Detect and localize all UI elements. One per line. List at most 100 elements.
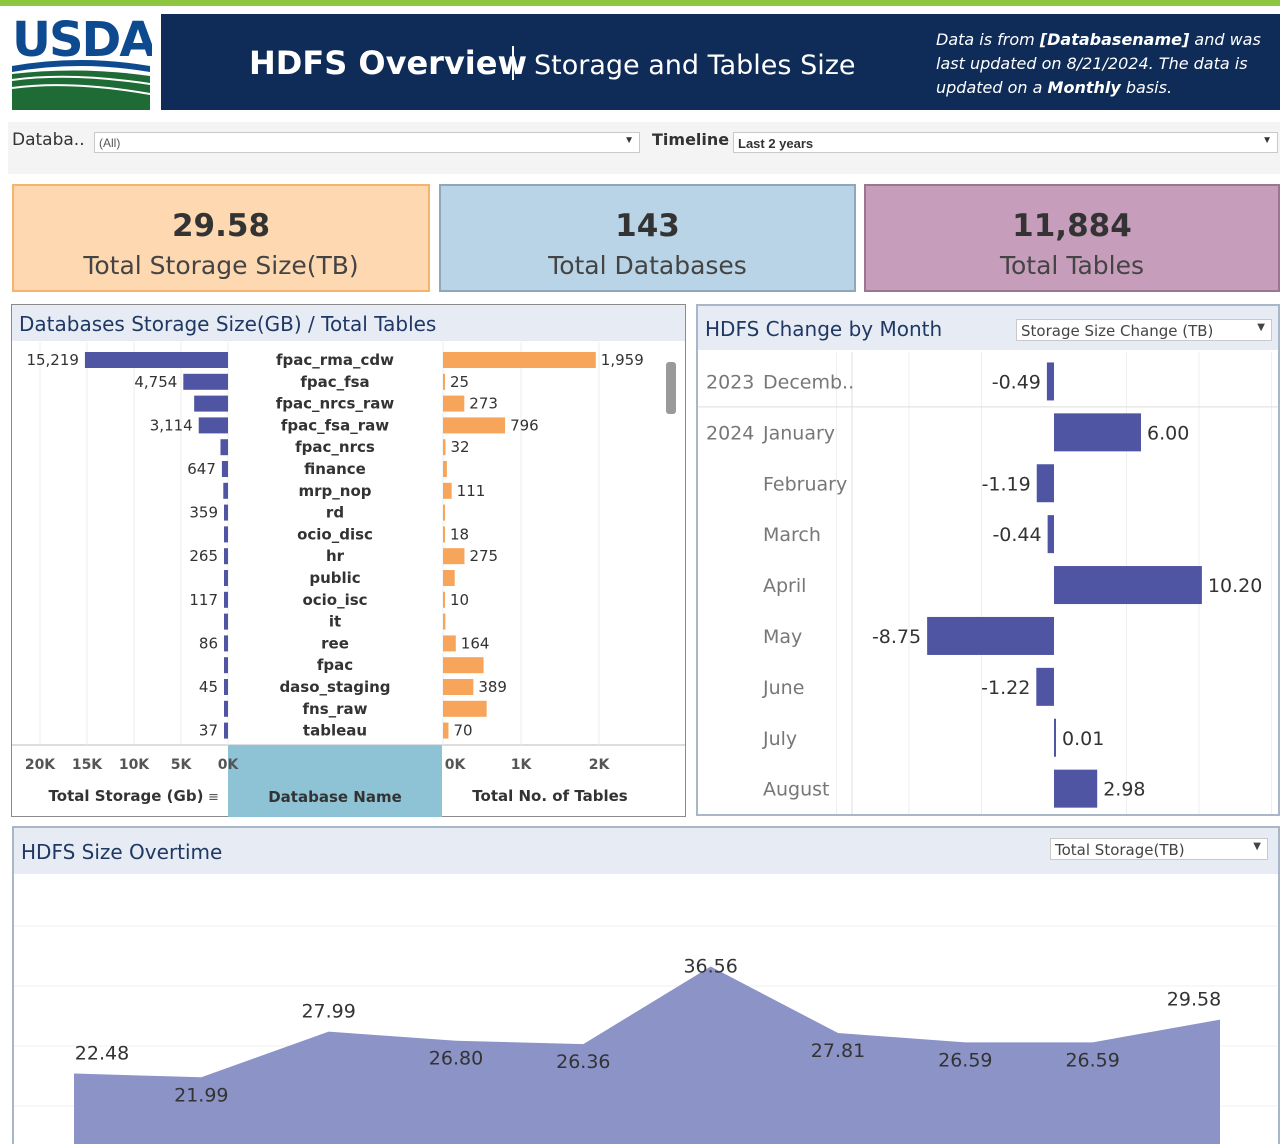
scrollbar-thumb[interactable] (666, 362, 676, 414)
usda-logo: USDA (10, 12, 158, 112)
database-name-axis-bg (228, 745, 442, 817)
storage-bar-label: 4,754 (134, 373, 177, 391)
month-label: June (762, 677, 804, 699)
change-bar-label: -0.44 (992, 524, 1041, 546)
database-name-label: fpac_fsa_raw (281, 416, 389, 434)
chevron-down-icon: ▼ (1262, 135, 1272, 146)
area-point-label: 21.99 (174, 1084, 228, 1106)
kpi-total-storage: 29.58 Total Storage Size(TB) (12, 184, 430, 292)
data-source-note: Data is from [Databasename] and was last… (936, 30, 1261, 97)
storage-bar (224, 591, 228, 608)
storage-bar-label: 45 (199, 678, 218, 696)
area-point-label: 29.58 (1167, 989, 1221, 1011)
change-bar (1046, 362, 1054, 401)
storage-bar (223, 482, 228, 499)
change-bar (1047, 515, 1054, 554)
panel-title: Databases Storage Size(GB) / Total Table… (19, 312, 437, 336)
storage-tick-label: 0K (218, 757, 240, 773)
tables-bar (443, 679, 474, 695)
database-name-label: finance (304, 460, 366, 478)
tables-tick-label: 2K (589, 757, 611, 773)
change-bar-label: 0.01 (1062, 728, 1104, 750)
storage-bar (224, 679, 228, 695)
kpi-total-tables: 11,884 Total Tables (864, 184, 1280, 292)
year-label: 2024 (706, 422, 754, 444)
tables-bar (443, 439, 446, 456)
database-name-label: fns_raw (302, 700, 367, 718)
tables-bar (443, 570, 455, 586)
kpi-value: 143 (615, 208, 680, 244)
tables-bar-label: 18 (450, 525, 469, 543)
database-name-label: rd (326, 504, 344, 522)
tables-bar-label: 275 (469, 547, 498, 565)
tables-bar-label: 273 (469, 395, 498, 413)
tables-bar (443, 591, 445, 608)
tables-axis-title: Total No. of Tables (472, 787, 628, 805)
tables-bar (443, 613, 446, 630)
monthly-change-bar-chart: -0.49 2023 Decemb.. 6.00 2024 January -1.19 Feb… (698, 352, 1278, 814)
change-bar (1036, 464, 1054, 503)
storage-bar (224, 548, 228, 565)
area-point-label: 27.81 (811, 1040, 865, 1062)
sort-icon[interactable]: ≡ (208, 790, 219, 805)
storage-bar-label: 37 (199, 722, 218, 740)
database-name-label: fpac (317, 656, 353, 674)
title-separator (512, 46, 514, 80)
database-name-label: it (329, 613, 341, 631)
kpi-value: 29.58 (171, 208, 271, 244)
month-label: Decemb.. (763, 371, 854, 393)
storage-bar (194, 395, 228, 412)
panel-title: HDFS Change by Month (705, 317, 943, 341)
storage-bar-label: 265 (189, 547, 218, 565)
timeline-filter-dropdown[interactable]: Last 2 years ▼ (733, 132, 1278, 153)
database-name-label: ocio_isc (302, 591, 367, 609)
change-bar-label: -0.49 (992, 371, 1041, 393)
tables-bar-label: 111 (457, 482, 486, 500)
databases-bar-chart: 15,219 4,754 3,114 647 359 265 117 86 45 37 fpac_… (12, 342, 685, 817)
storage-bar (224, 613, 228, 630)
tables-bar (443, 373, 445, 390)
tables-bar (443, 657, 484, 674)
change-metric-dropdown[interactable]: Storage Size Change (TB) ▼ (1016, 319, 1272, 341)
tables-tick-label: 0K (445, 757, 467, 773)
database-name-label: daso_staging (279, 678, 390, 696)
year-label: 2023 (706, 371, 754, 393)
tables-bar (443, 526, 445, 543)
month-label: February (763, 473, 847, 495)
header-banner: HDFS Overview Storage and Tables Size Da… (161, 14, 1280, 110)
overtime-metric-dropdown[interactable]: Total Storage(TB) ▼ (1050, 838, 1268, 860)
kpi-value: 11,884 (1012, 208, 1132, 244)
database-name-label: fpac_fsa (300, 373, 369, 391)
change-by-month-panel: HDFS Change by Month Storage Size Change… (696, 304, 1280, 816)
month-label: January (762, 422, 835, 444)
chevron-down-icon: ▼ (1257, 322, 1265, 333)
month-label: May (763, 626, 802, 648)
storage-bar (183, 373, 228, 390)
month-label: July (762, 728, 797, 750)
storage-bar (220, 439, 228, 456)
tables-bar-label: 70 (453, 722, 472, 740)
tables-bar-label: 796 (510, 416, 539, 434)
tables-bar-label: 25 (450, 373, 469, 391)
database-name-label: hr (326, 547, 345, 565)
tables-bar (443, 635, 456, 652)
storage-bar (224, 504, 228, 521)
tables-bar (443, 352, 596, 368)
month-label: March (763, 524, 821, 546)
database-name-label: public (309, 569, 360, 587)
tables-bar-label: 164 (461, 634, 490, 652)
storage-bar (224, 635, 228, 652)
tables-bar-label: 1,959 (601, 351, 644, 369)
storage-area (74, 966, 1220, 1144)
tables-bar-label: 389 (478, 678, 507, 696)
month-label: April (763, 575, 806, 597)
change-bar-label: 2.98 (1103, 779, 1145, 801)
change-bar (1054, 718, 1056, 757)
database-filter-dropdown[interactable]: (All) ▼ (94, 132, 640, 153)
storage-bar-label: 647 (187, 460, 216, 478)
name-axis-title: Database Name (268, 788, 402, 806)
tables-bar (443, 395, 465, 412)
size-overtime-panel: HDFS Size Overtime Total Storage(TB) ▼ 22… (12, 826, 1280, 1144)
change-bar (1054, 566, 1202, 605)
storage-tick-label: 5K (171, 757, 193, 773)
